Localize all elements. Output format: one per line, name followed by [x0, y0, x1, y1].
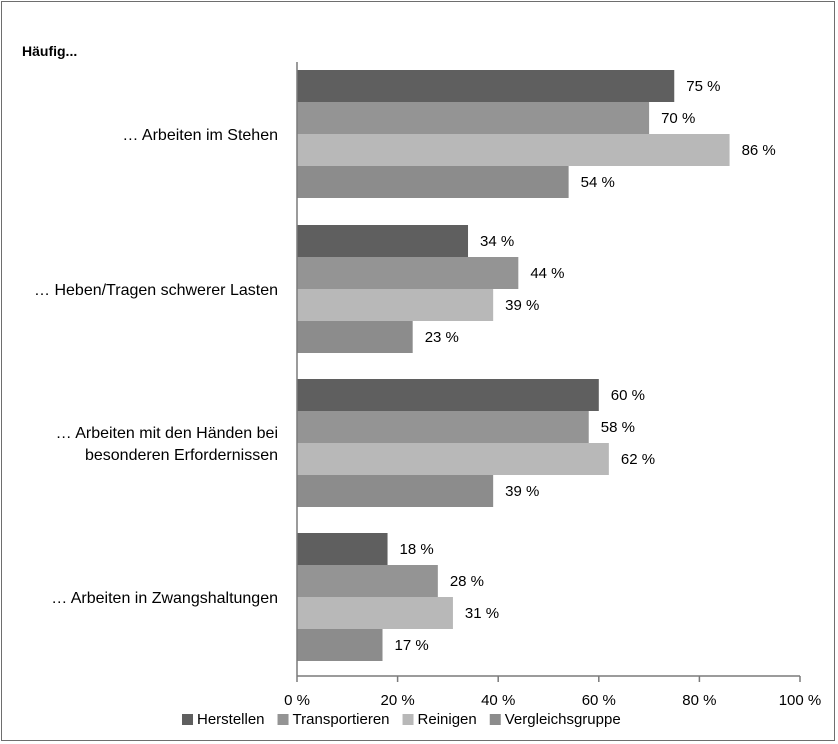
bar-0-3 [297, 166, 569, 198]
bar-3-3 [297, 629, 383, 661]
x-tick-label-3: 60 % [582, 692, 616, 709]
legend-label-2: Reinigen [418, 711, 477, 728]
value-label-0-1: 70 % [661, 110, 695, 127]
legend-label-1: Transportieren [293, 711, 390, 728]
bar-3-2 [297, 597, 453, 629]
category-label-2-0: … Arbeiten mit den Händen bei [56, 425, 278, 442]
value-label-2-1: 58 % [601, 419, 635, 436]
category-labels-group: … Arbeiten im Stehen … Heben/Tragen schwe… [34, 127, 278, 607]
bar-0-0 [297, 70, 675, 102]
value-label-0-3: 54 % [581, 174, 615, 191]
value-label-1-1: 44 % [530, 265, 564, 282]
legend-label-0: Herstellen [197, 711, 265, 728]
x-tick-label-1: 20 % [380, 692, 414, 709]
bar-0-1 [297, 102, 650, 134]
value-labels-group: 75 % 70 % 86 % 54 % 34 % 44 % 39 % 23 % 60 % 58 %… [395, 78, 776, 654]
bars-group [297, 70, 730, 661]
value-label-0-0: 75 % [686, 78, 720, 95]
bar-2-1 [297, 411, 589, 443]
value-label-2-3: 39 % [505, 483, 539, 500]
value-label-3-1: 28 % [450, 573, 484, 590]
value-label-1-2: 39 % [505, 297, 539, 314]
legend-swatch-1 [277, 714, 289, 725]
bar-3-0 [297, 533, 388, 565]
x-tick-label-0: 0 % [284, 692, 310, 709]
category-label-2-1: besonderen Erfordernissen [85, 447, 278, 464]
bar-1-0 [297, 225, 469, 257]
value-label-2-2: 62 % [621, 451, 655, 468]
bar-2-3 [297, 475, 494, 507]
bar-2-0 [297, 379, 599, 411]
bar-0-2 [297, 134, 730, 166]
value-label-1-3: 23 % [425, 329, 459, 346]
bar-2-2 [297, 443, 609, 475]
value-label-3-0: 18 % [400, 541, 434, 558]
value-label-2-0: 60 % [611, 387, 645, 404]
x-tick-label-5: 100 % [779, 692, 822, 709]
x-tick-label-2: 40 % [481, 692, 515, 709]
value-label-3-3: 17 % [395, 637, 429, 654]
legend-label-3: Vergleichsgruppe [505, 711, 621, 728]
value-label-0-2: 86 % [742, 142, 776, 159]
value-label-3-2: 31 % [465, 605, 499, 622]
legend-swatch-0 [182, 714, 193, 725]
legend-swatch-3 [489, 714, 501, 725]
legend: Herstellen Transportieren Reinigen Vergleic… [182, 711, 621, 728]
bar-1-3 [297, 321, 413, 353]
category-label-1-0: … Heben/Tragen schwerer Lasten [34, 282, 278, 299]
bar-1-1 [297, 257, 519, 289]
category-label-3-0: … Arbeiten in Zwangshaltungen [51, 590, 278, 607]
chart-title: Häufig... [22, 43, 77, 59]
value-label-1-0: 34 % [480, 233, 514, 250]
category-label-0-0: … Arbeiten im Stehen [122, 127, 278, 144]
x-tick-label-4: 80 % [682, 692, 716, 709]
bar-3-1 [297, 565, 438, 597]
legend-swatch-2 [402, 714, 414, 725]
bar-1-2 [297, 289, 494, 321]
x-ticks-group: 0 % 20 % 40 % 60 % 80 % 100 % [284, 676, 821, 709]
